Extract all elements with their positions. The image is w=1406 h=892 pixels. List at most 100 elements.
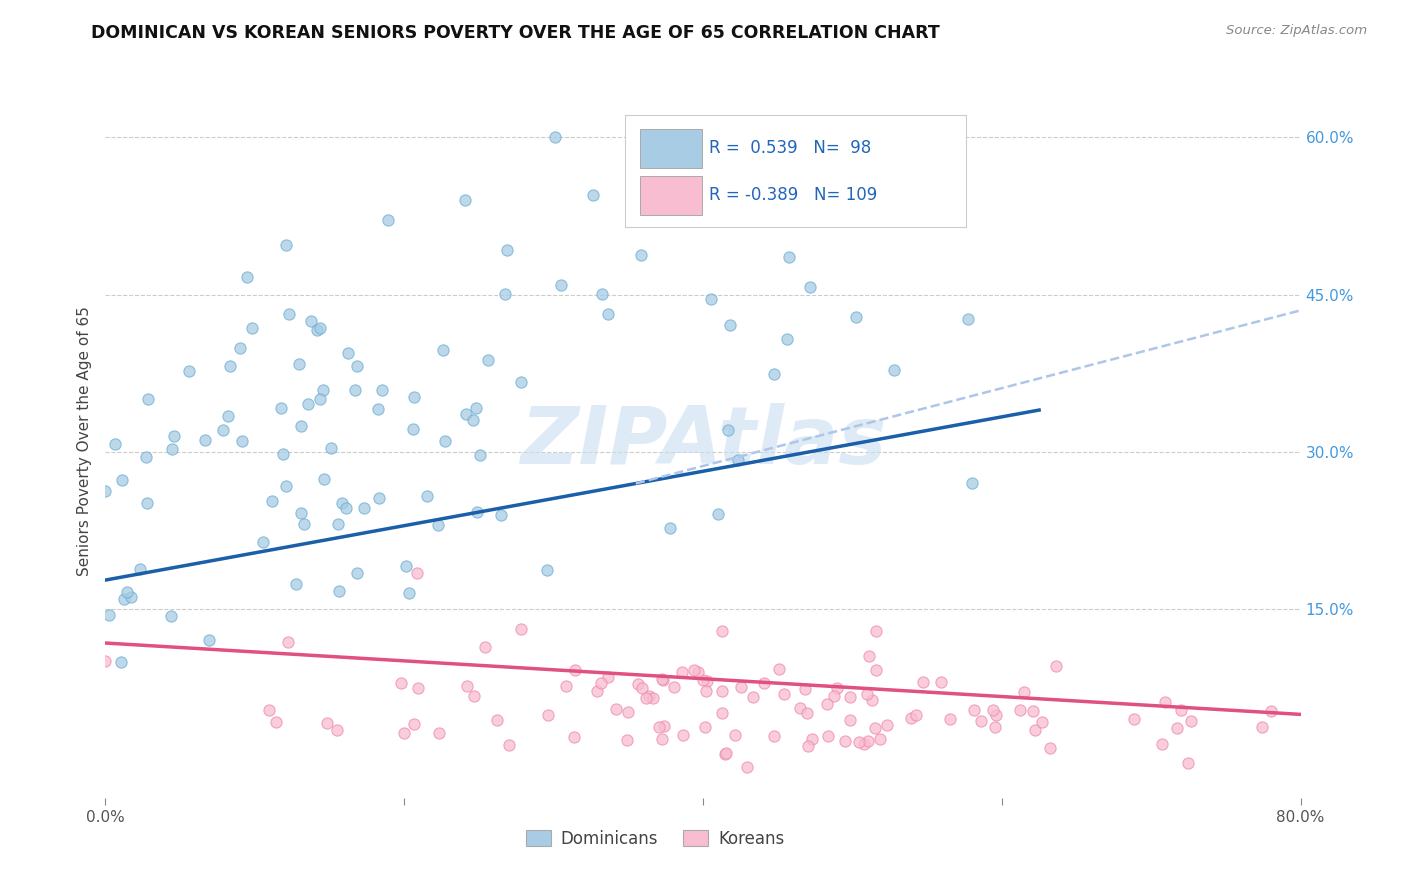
Point bbox=[288, 358, 311, 372]
Point bbox=[389, 676, 412, 690]
Point bbox=[796, 706, 818, 720]
Y-axis label: Seniors Poverty Over the Age of 65: Seniors Poverty Over the Age of 65 bbox=[76, 307, 91, 576]
Point bbox=[299, 314, 322, 328]
Point bbox=[326, 517, 349, 532]
Legend: Dominicans, Koreans: Dominicans, Koreans bbox=[519, 823, 792, 855]
Point bbox=[605, 702, 627, 716]
FancyBboxPatch shape bbox=[640, 129, 702, 168]
Point bbox=[474, 640, 496, 654]
Point bbox=[489, 508, 512, 522]
Point bbox=[692, 673, 714, 688]
Point bbox=[368, 491, 391, 505]
Point bbox=[394, 726, 416, 740]
Point bbox=[984, 707, 1007, 722]
Point bbox=[371, 383, 394, 397]
Point bbox=[626, 677, 648, 691]
Point bbox=[1122, 712, 1144, 726]
Point bbox=[585, 684, 607, 698]
Point bbox=[825, 681, 848, 696]
Point bbox=[727, 453, 749, 467]
Point bbox=[1012, 685, 1035, 699]
Point bbox=[799, 280, 821, 294]
Point bbox=[717, 423, 740, 437]
Point bbox=[616, 732, 638, 747]
Point bbox=[229, 341, 252, 355]
Point bbox=[848, 735, 870, 749]
Point bbox=[98, 608, 121, 623]
Point bbox=[671, 665, 693, 679]
Point bbox=[135, 496, 157, 510]
Point bbox=[284, 577, 307, 591]
Point bbox=[815, 697, 838, 711]
Point bbox=[94, 484, 117, 499]
Point bbox=[984, 720, 1007, 734]
Point bbox=[402, 390, 425, 404]
Point bbox=[120, 591, 142, 605]
Point bbox=[395, 559, 418, 574]
Point bbox=[1166, 721, 1188, 735]
Point bbox=[562, 731, 585, 745]
Point bbox=[724, 728, 747, 742]
Point bbox=[773, 687, 796, 701]
Point bbox=[543, 130, 565, 145]
Point bbox=[855, 687, 877, 701]
Point bbox=[274, 479, 297, 493]
Point bbox=[328, 584, 350, 599]
Point bbox=[858, 648, 880, 663]
Point bbox=[775, 332, 797, 346]
Point bbox=[711, 683, 734, 698]
Point bbox=[823, 689, 845, 703]
Point bbox=[960, 475, 983, 490]
Point bbox=[630, 248, 652, 262]
Point bbox=[326, 723, 349, 738]
Point bbox=[509, 375, 531, 389]
Point bbox=[461, 413, 484, 427]
Point bbox=[1038, 741, 1060, 756]
Point bbox=[465, 401, 488, 415]
Point bbox=[550, 278, 572, 293]
Point bbox=[377, 213, 399, 227]
Point bbox=[853, 737, 876, 751]
Point bbox=[1180, 714, 1202, 728]
Point bbox=[1154, 696, 1177, 710]
Point bbox=[1008, 703, 1031, 717]
Point bbox=[1177, 756, 1199, 770]
Point bbox=[1022, 704, 1045, 718]
Point bbox=[398, 586, 420, 600]
Point bbox=[652, 718, 675, 732]
Point bbox=[643, 690, 665, 705]
Point bbox=[194, 433, 217, 447]
Point bbox=[651, 672, 673, 686]
Point bbox=[463, 690, 485, 704]
Text: Source: ZipAtlas.com: Source: ZipAtlas.com bbox=[1226, 24, 1367, 37]
Text: ZIPAtlas: ZIPAtlas bbox=[520, 402, 886, 481]
Text: DOMINICAN VS KOREAN SENIORS POVERTY OVER THE AGE OF 65 CORRELATION CHART: DOMINICAN VS KOREAN SENIORS POVERTY OVER… bbox=[91, 24, 941, 42]
Point bbox=[1170, 703, 1192, 717]
Point bbox=[869, 731, 891, 746]
Point bbox=[963, 703, 986, 717]
Point bbox=[631, 681, 654, 695]
Point bbox=[277, 634, 299, 648]
Point bbox=[713, 747, 735, 762]
Point bbox=[292, 517, 315, 532]
Point bbox=[1045, 659, 1067, 673]
Point bbox=[366, 402, 388, 417]
Point bbox=[591, 676, 613, 690]
Point bbox=[711, 624, 734, 638]
Point bbox=[494, 286, 516, 301]
Point bbox=[939, 712, 962, 726]
Point bbox=[591, 286, 613, 301]
Point bbox=[754, 676, 776, 690]
Point bbox=[270, 401, 292, 415]
Point bbox=[104, 436, 127, 450]
Point bbox=[346, 566, 368, 580]
Point bbox=[94, 654, 117, 668]
Point bbox=[662, 680, 685, 694]
Point bbox=[402, 422, 425, 436]
Point bbox=[308, 392, 330, 407]
Point bbox=[711, 706, 734, 720]
Point bbox=[129, 562, 152, 576]
Point bbox=[277, 307, 299, 321]
Point bbox=[353, 501, 375, 516]
Point bbox=[343, 383, 366, 397]
